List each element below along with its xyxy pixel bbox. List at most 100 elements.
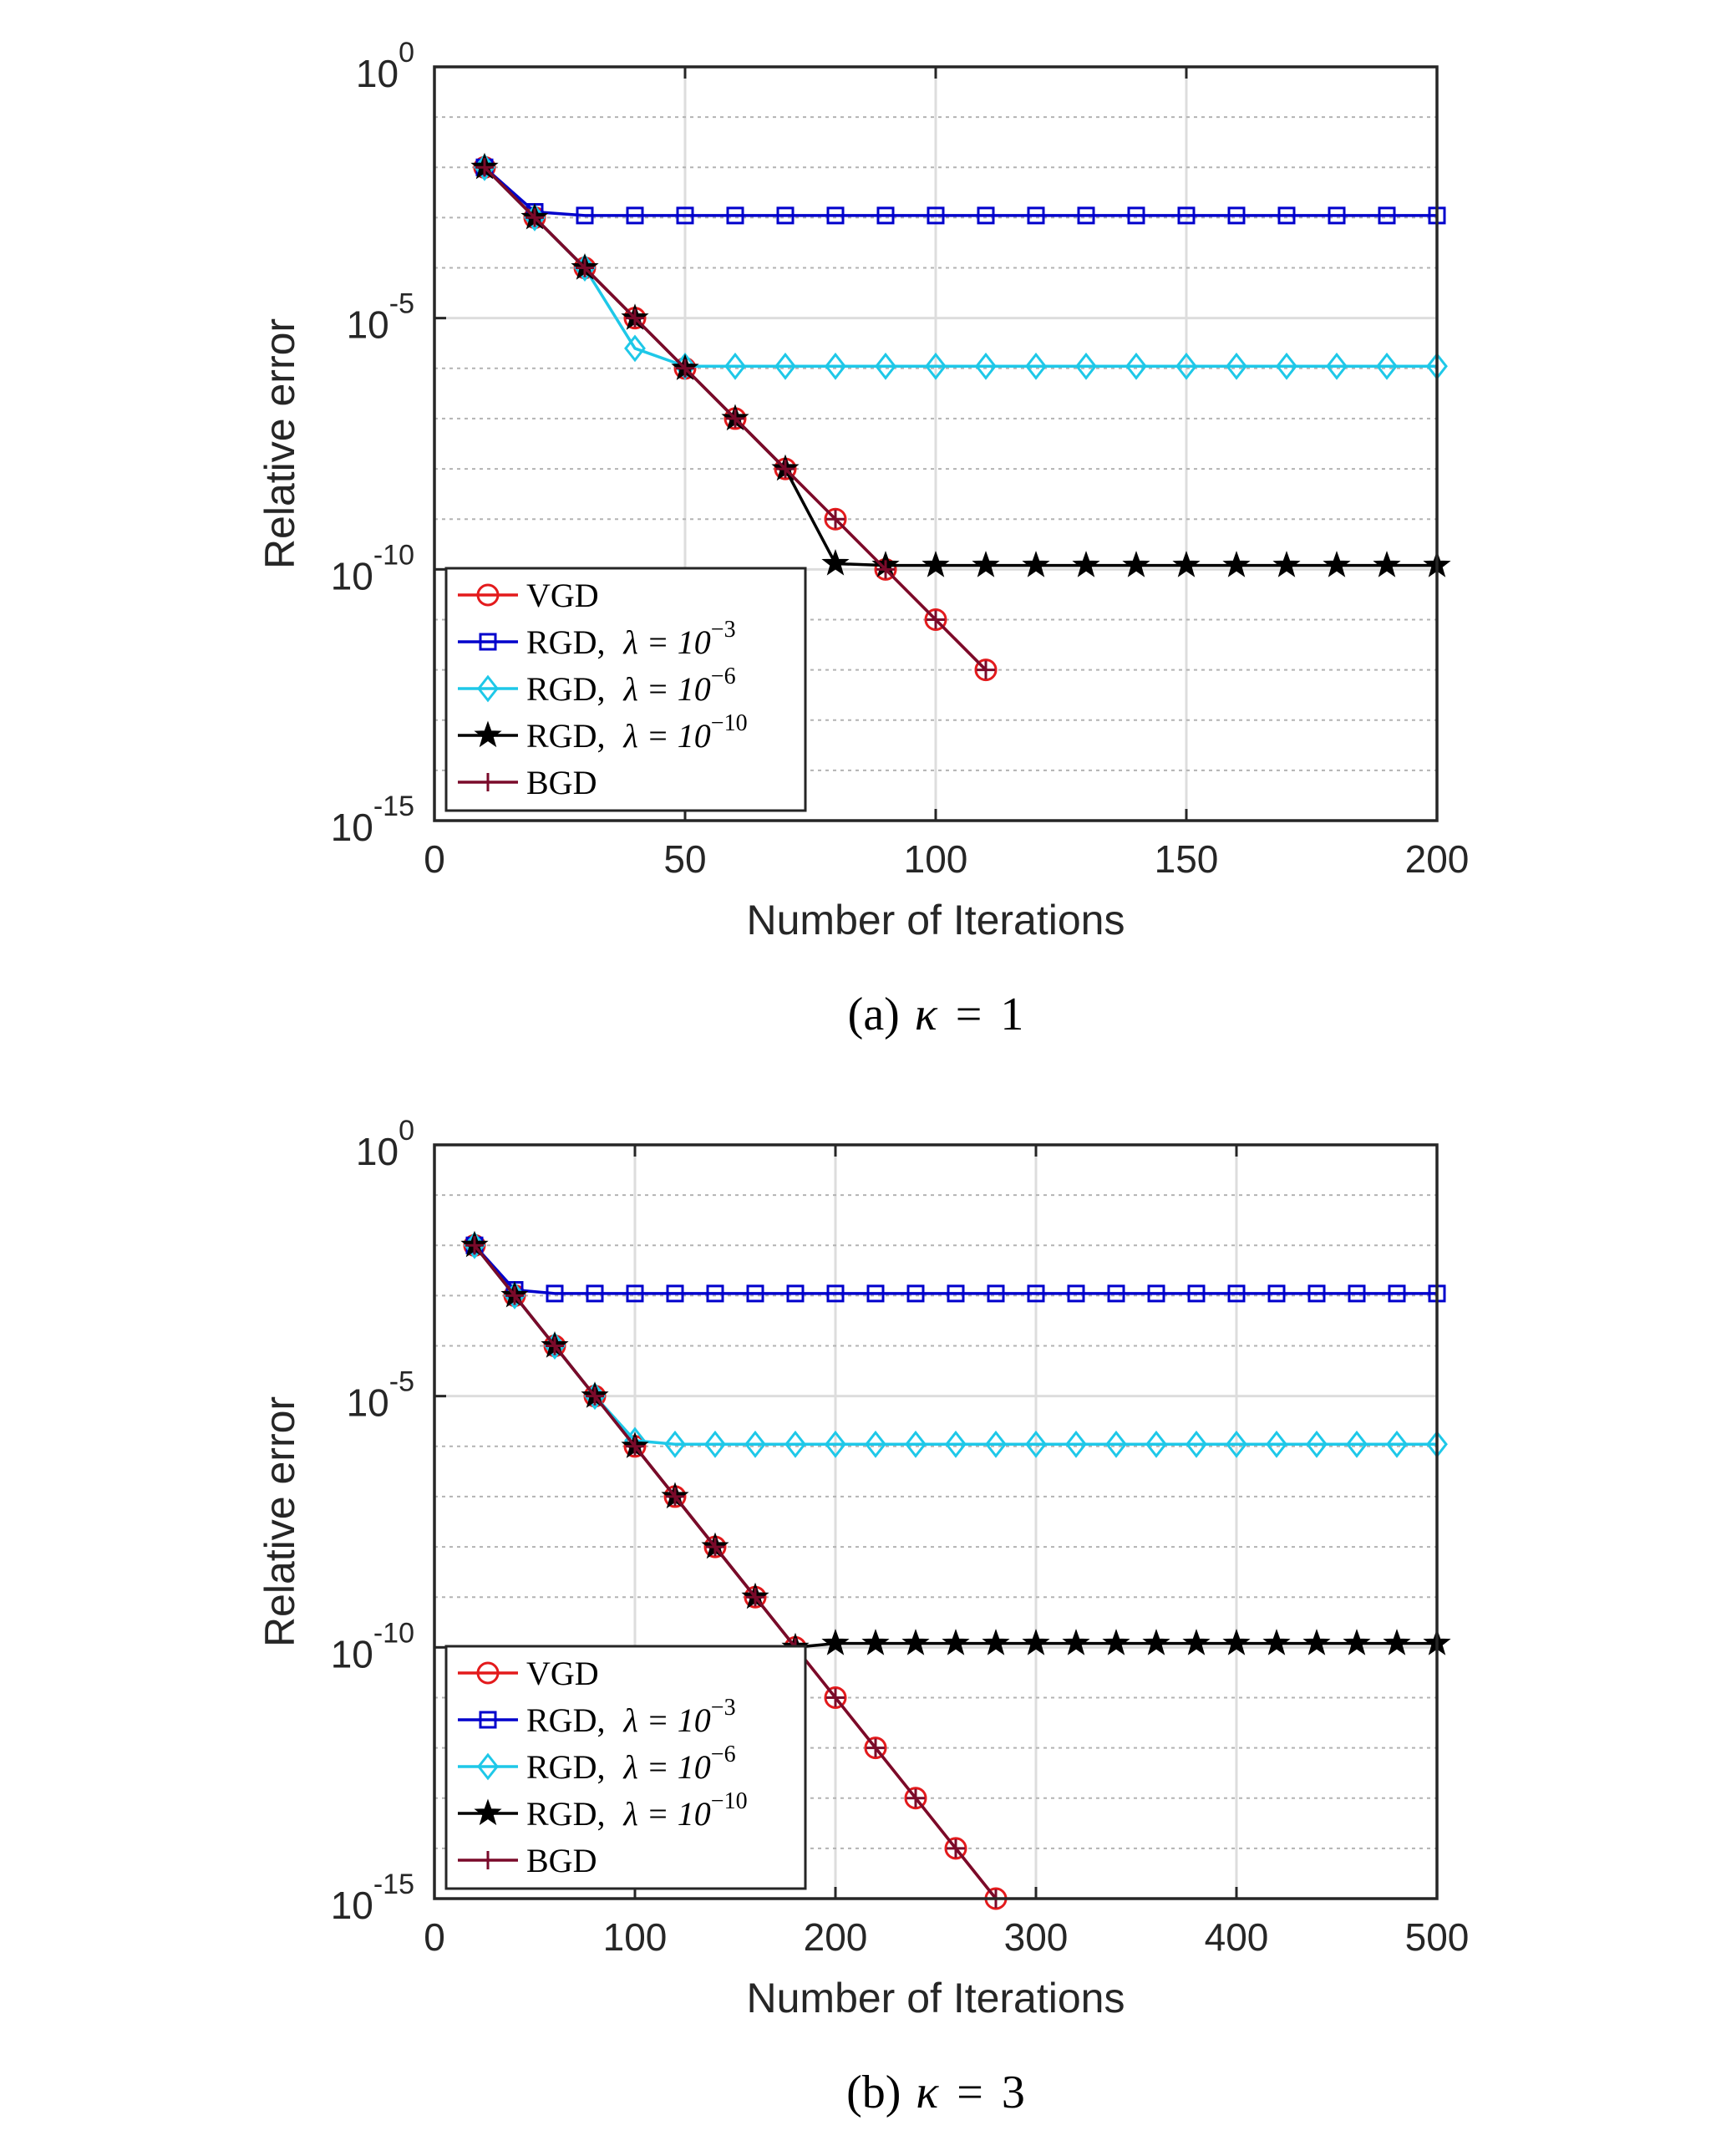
data-point bbox=[825, 1430, 846, 1458]
x-tick-label: 150 bbox=[1155, 837, 1219, 881]
data-point bbox=[1102, 1629, 1130, 1655]
series-2 bbox=[465, 1236, 1446, 1303]
data-point bbox=[666, 1284, 684, 1303]
data-point bbox=[865, 1430, 886, 1458]
data-point bbox=[1105, 1430, 1127, 1458]
data-point bbox=[664, 1430, 686, 1458]
data-point bbox=[726, 206, 744, 225]
data-point bbox=[1373, 551, 1401, 577]
data-point bbox=[866, 1284, 885, 1303]
legend-label: BGD bbox=[526, 1842, 597, 1879]
data-point bbox=[1388, 1284, 1406, 1303]
data-point bbox=[706, 1284, 724, 1303]
data-point bbox=[465, 1236, 484, 1255]
data-point bbox=[821, 1629, 850, 1655]
data-point bbox=[947, 1838, 965, 1858]
y-tick-label: 10-10 bbox=[331, 539, 414, 597]
legend-label: RGD, λ = 10−10 bbox=[526, 710, 748, 755]
data-point bbox=[1182, 1629, 1211, 1655]
data-point bbox=[1222, 551, 1251, 577]
legend-marker bbox=[479, 1851, 497, 1869]
data-point bbox=[586, 1386, 604, 1406]
data-point bbox=[626, 206, 644, 225]
data-point bbox=[1376, 352, 1398, 380]
legend-item: RGD, λ = 10−6 bbox=[458, 1742, 736, 1786]
data-point bbox=[624, 334, 646, 363]
data-point bbox=[1346, 1430, 1368, 1458]
axes-box bbox=[433, 1143, 1439, 1900]
y-ticks: 100 10-5 10-10 10-15 bbox=[331, 37, 446, 849]
legend-marker bbox=[477, 674, 499, 703]
data-point bbox=[925, 352, 947, 380]
x-ticks: 0 50 100 150 200 bbox=[424, 67, 1469, 881]
data-point bbox=[947, 1284, 965, 1303]
y-tick-label: 10-5 bbox=[347, 1366, 414, 1425]
data-point bbox=[776, 460, 795, 479]
data-point bbox=[1186, 1430, 1207, 1458]
legend-marker bbox=[479, 633, 497, 651]
data-point bbox=[1277, 206, 1296, 225]
x-ticks: 0 100 200 300 400 500 bbox=[424, 1145, 1469, 1959]
data-point bbox=[1172, 551, 1201, 577]
legend-label: RGD, λ = 10−3 bbox=[526, 617, 736, 661]
data-point bbox=[974, 658, 998, 682]
data-point bbox=[1067, 1284, 1085, 1303]
data-point bbox=[626, 308, 644, 328]
legend-label: RGD, λ = 10−10 bbox=[526, 1788, 748, 1833]
data-point bbox=[626, 1436, 644, 1456]
data-point bbox=[1307, 1284, 1326, 1303]
data-point bbox=[706, 1538, 724, 1557]
series-5 bbox=[475, 158, 995, 679]
legend-item: BGD bbox=[458, 1842, 597, 1879]
data-point bbox=[1027, 206, 1045, 225]
data-point bbox=[972, 551, 1000, 577]
x-axis-label: Number of Iterations bbox=[747, 897, 1125, 943]
data-point bbox=[1348, 1284, 1366, 1303]
data-point bbox=[1145, 1430, 1167, 1458]
legend-item: RGD, λ = 10−10 bbox=[458, 1788, 748, 1833]
data-point bbox=[1177, 206, 1196, 225]
x-tick-label: 0 bbox=[424, 837, 445, 881]
data-point bbox=[924, 608, 947, 631]
data-point bbox=[1147, 1284, 1165, 1303]
data-point bbox=[784, 1430, 806, 1458]
data-point bbox=[864, 1736, 887, 1760]
data-point bbox=[927, 206, 945, 225]
data-point bbox=[776, 206, 795, 225]
data-point bbox=[586, 1284, 604, 1303]
x-tick-label: 100 bbox=[904, 837, 968, 881]
legend-item: RGD, λ = 10−6 bbox=[458, 664, 736, 708]
data-point bbox=[944, 1837, 967, 1860]
data-point bbox=[1266, 1430, 1287, 1458]
legend-marker bbox=[474, 720, 502, 748]
legend-label: VGD bbox=[526, 1655, 599, 1692]
x-tick-label: 100 bbox=[603, 1915, 668, 1959]
data-point bbox=[824, 507, 847, 531]
data-point bbox=[1022, 551, 1050, 577]
data-point bbox=[1276, 352, 1297, 380]
series-line bbox=[473, 1244, 998, 1900]
y-axis-label: Relative error bbox=[256, 318, 303, 569]
legend-marker bbox=[479, 1711, 497, 1729]
y-tick-label: 100 bbox=[356, 1115, 414, 1173]
data-point bbox=[1127, 206, 1145, 225]
legend-label: BGD bbox=[526, 764, 597, 801]
data-point bbox=[786, 1284, 805, 1303]
legend-item: RGD, λ = 10−3 bbox=[458, 1695, 736, 1739]
data-point bbox=[906, 1788, 925, 1808]
data-point bbox=[704, 1430, 726, 1458]
x-tick-label: 200 bbox=[804, 1915, 868, 1959]
x-axis-label: Number of Iterations bbox=[747, 1975, 1125, 2021]
data-point bbox=[1227, 206, 1246, 225]
legend-item: RGD, λ = 10−3 bbox=[458, 617, 736, 661]
y-axis-label: Relative error bbox=[256, 1396, 303, 1647]
data-point bbox=[1226, 1430, 1247, 1458]
legend-item: VGD bbox=[458, 1655, 599, 1692]
data-point bbox=[676, 206, 694, 225]
data-point bbox=[982, 1629, 1010, 1655]
legend-marker bbox=[476, 1661, 500, 1685]
data-point bbox=[1027, 1284, 1045, 1303]
data-point bbox=[1142, 1629, 1170, 1655]
data-point bbox=[1125, 352, 1147, 380]
